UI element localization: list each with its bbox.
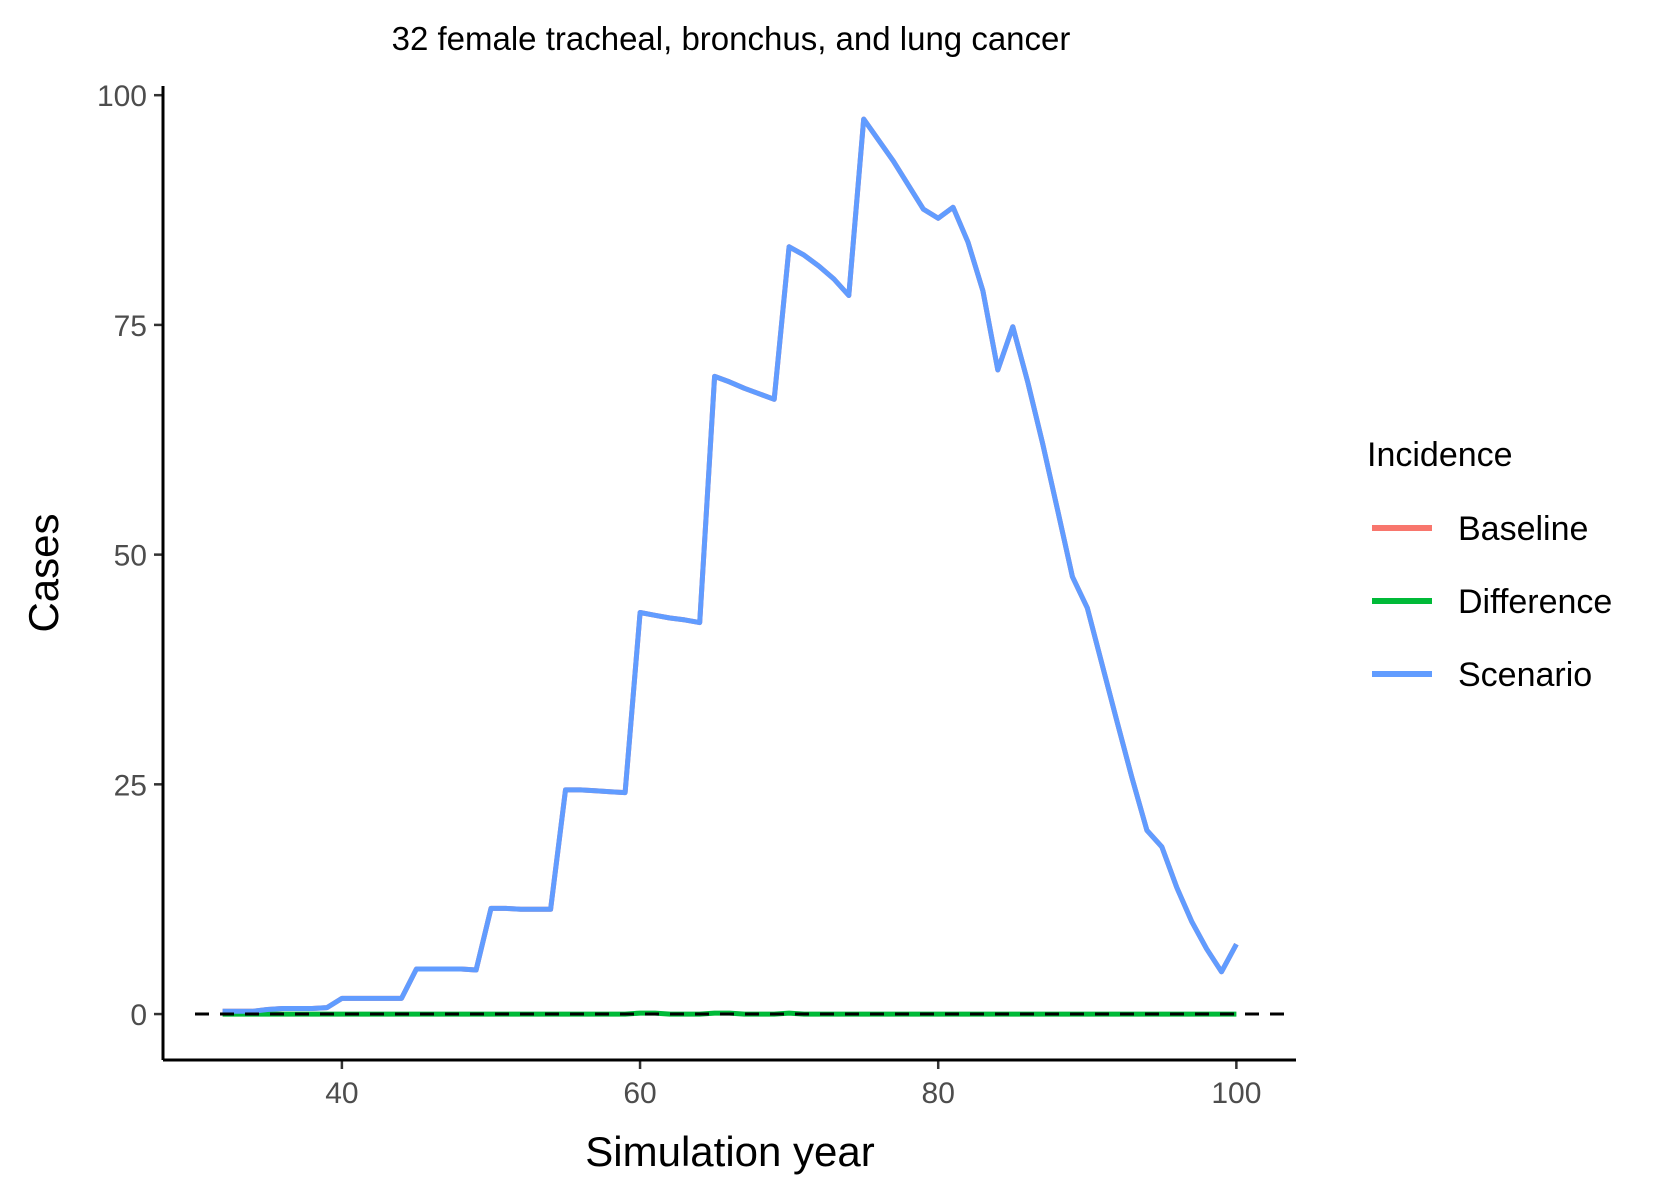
y-axis-title: Cases [20,513,67,632]
series-lines [222,116,1239,1017]
legend-label: Scenario [1458,656,1592,694]
y-tick-label: 0 [130,999,147,1032]
legend-entries: Baseline Difference Scenario [1372,510,1612,694]
y-tick-label: 100 [97,80,147,113]
x-tick-label: 80 [922,1077,955,1110]
legend-label: Baseline [1458,510,1588,548]
x-tick-label: 100 [1211,1077,1261,1110]
y-axis-ticks: 0 25 50 75 100 [97,80,163,1032]
x-tick-label: 40 [325,1077,358,1110]
series-line-baseline [222,116,1239,1014]
chart-title: 32 female tracheal, bronchus, and lung c… [392,20,1071,57]
x-axis-ticks: 40 60 80 100 [325,1060,1261,1110]
legend-title: Incidence [1367,436,1513,474]
y-tick-label: 75 [114,310,147,343]
y-tick-label: 50 [114,540,147,573]
x-tick-label: 60 [623,1077,656,1110]
legend-label: Difference [1458,583,1612,621]
x-axis-title: Simulation year [585,1128,874,1175]
series-line-scenario [222,116,1239,1014]
y-tick-label: 25 [114,769,147,802]
plot-area: 0 25 50 75 100 40 60 80 100 [97,80,1296,1110]
legend: Incidence Baseline Difference Scenario [1367,436,1612,694]
